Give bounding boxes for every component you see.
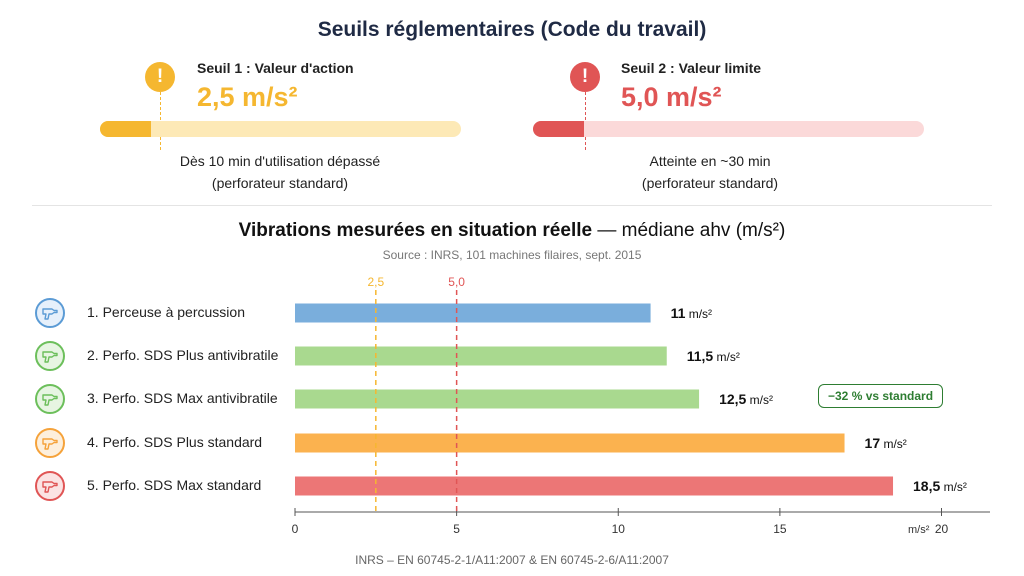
drill-icon: [35, 471, 65, 501]
alert-icon: !: [570, 62, 600, 92]
bar-value-label: 11 m/s²: [671, 305, 712, 321]
threshold-1-fill: [100, 121, 151, 137]
threshold-2-fill: [533, 121, 584, 137]
x-tick-label: 0: [292, 522, 299, 536]
drill-icon: [35, 341, 65, 371]
chart-title-main: Vibrations mesurées en situation réelle: [238, 220, 593, 241]
reduction-badge: −32 % vs standard: [818, 384, 944, 408]
warning-icon: !: [145, 62, 175, 92]
x-axis-label: m/s²: [908, 524, 930, 536]
threshold-2-label: Seuil 2 : Valeur limite: [621, 60, 762, 76]
category-label: 5. Perfo. SDS Max standard: [87, 477, 262, 493]
page-title: Seuils réglementaires (Code du travail): [317, 18, 707, 41]
category-label: 2. Perfo. SDS Plus antivibratile: [87, 347, 279, 363]
threshold-1-label: Seuil 1 : Valeur d'action: [197, 60, 354, 76]
reference-line-label: 2,5: [367, 275, 384, 289]
threshold-2-track: [533, 121, 924, 137]
drill-icon: [35, 428, 65, 458]
chart-source: Source : INRS, 101 machines filaires, se…: [382, 248, 642, 262]
category-label: 4. Perfo. SDS Plus standard: [87, 434, 263, 450]
bar-value-label: 17 m/s²: [865, 435, 907, 451]
chart-title: Vibrations mesurées en situation réelle …: [0, 220, 1024, 242]
x-tick-label: 5: [453, 522, 460, 536]
bar: [295, 346, 667, 366]
threshold-2-desc-line-2: (perforateur standard): [641, 175, 779, 191]
threshold-1-value: 2,5 m/s²: [197, 82, 298, 112]
threshold-1-desc-line-2: (perforateur standard): [211, 175, 349, 191]
category-label: 1. Perceuse à percussion: [87, 304, 245, 320]
reference-line-label: 5,0: [448, 275, 465, 289]
bar: [295, 389, 700, 409]
drill-icon: [35, 384, 65, 414]
bar: [295, 303, 651, 323]
x-tick-label: 15: [773, 522, 787, 536]
threshold-2-value: 5,0 m/s²: [621, 82, 722, 112]
section-divider: [32, 205, 992, 206]
chart-title-suffix: — médiane ahv (m/s²): [592, 220, 786, 241]
bar: [295, 476, 894, 496]
x-tick-label: 20: [935, 522, 949, 536]
bar-value-label: 11,5 m/s²: [687, 348, 740, 364]
threshold-2-description: Atteinte en ~30 min (perforateur standard…: [560, 150, 860, 194]
drill-icon: [35, 298, 65, 328]
bar-value-label: 12,5 m/s²: [719, 391, 773, 407]
bar-value-label: 18,5 m/s²: [913, 478, 967, 494]
threshold-1-description: Dès 10 min d'utilisation dépassé (perfora…: [130, 150, 430, 194]
x-tick-label: 10: [612, 522, 626, 536]
threshold-1-track: [100, 121, 461, 137]
threshold-1-desc-line-1: Dès 10 min d'utilisation dépassé: [179, 153, 381, 169]
category-label: 3. Perfo. SDS Max antivibratile: [87, 390, 278, 406]
footer-reference: INRS – EN 60745-2-1/A11:2007 & EN 60745-…: [355, 553, 669, 567]
threshold-2-desc-line-1: Atteinte en ~30 min: [649, 153, 771, 169]
bar: [295, 433, 845, 453]
